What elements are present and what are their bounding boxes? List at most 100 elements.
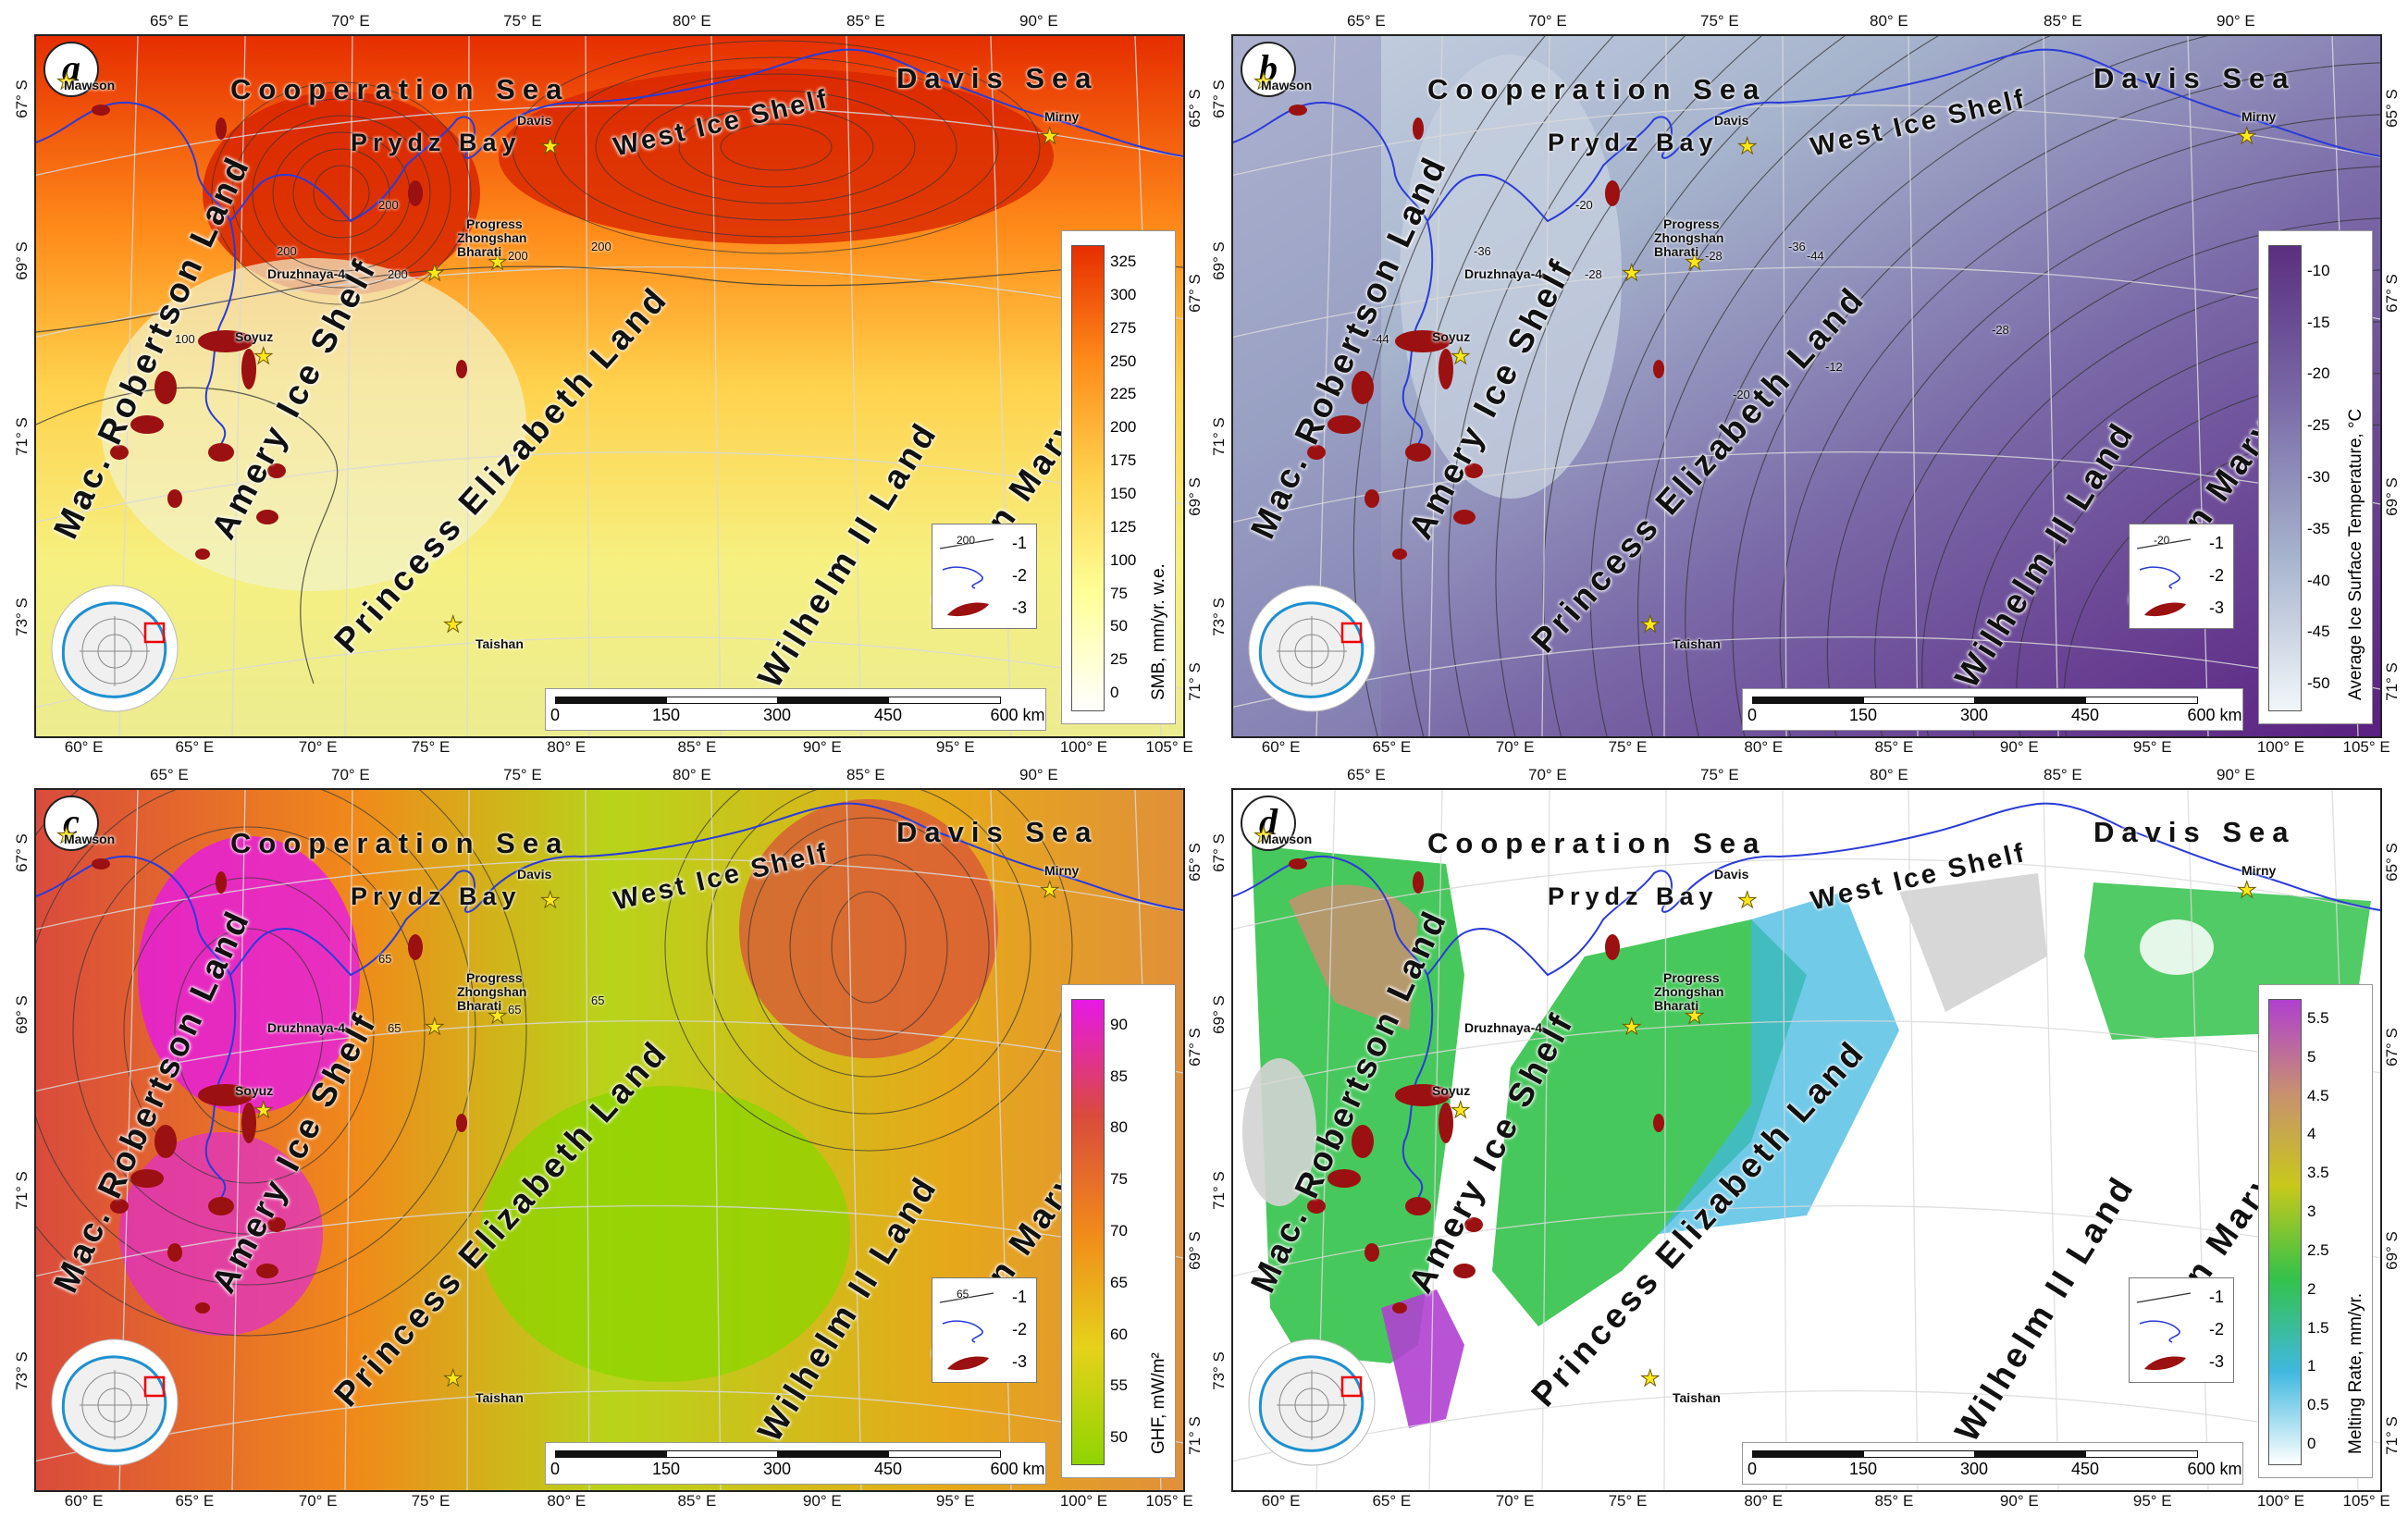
scale-bar-label: 450 bbox=[2070, 1460, 2100, 1478]
colorbar-tick-label: 225 bbox=[1110, 385, 1137, 403]
latitude-label: 71° S bbox=[1209, 1171, 1228, 1210]
cooperation-sea-label: Cooperation Sea bbox=[1427, 827, 1767, 859]
longitude-label: 75° E bbox=[411, 1492, 451, 1510]
parallel-line bbox=[1233, 635, 2380, 709]
longitude-label: 65° E bbox=[1347, 766, 1386, 783]
longitude-label: 85° E bbox=[1874, 1492, 1914, 1510]
meridian-line bbox=[846, 790, 862, 1490]
longitude-label: 100° E bbox=[2256, 1492, 2305, 1510]
rock-outcrop bbox=[130, 415, 164, 434]
longitude-label: 85° E bbox=[846, 12, 885, 30]
longitude-label: 90° E bbox=[1999, 1492, 2039, 1510]
longitude-label: 100° E bbox=[1059, 738, 1108, 756]
rock-outcrop bbox=[154, 371, 177, 404]
melting-zone-high bbox=[1289, 884, 1418, 1030]
station-label-mirny: Mirny bbox=[1044, 109, 1080, 124]
map-legend: -1 -2 -3 65 bbox=[932, 1277, 1037, 1383]
rock-outcrop bbox=[267, 463, 286, 478]
colorbar-tick-label: 4 bbox=[2307, 1125, 2316, 1143]
station-label-soyuz: Soyuz bbox=[1432, 1083, 1471, 1098]
longitude-label: 100° E bbox=[2256, 738, 2305, 756]
station-label-mirny: Mirny bbox=[2241, 109, 2277, 124]
longitude-label: 70° E bbox=[1495, 738, 1535, 756]
rock-outcrop bbox=[195, 1302, 210, 1314]
colorbar-tick-label: 90 bbox=[1110, 1015, 1128, 1033]
panel-letter: c bbox=[43, 796, 99, 851]
isotherm-line bbox=[1685, 36, 2209, 736]
colorbar-tick-label: 175 bbox=[1110, 451, 1137, 470]
antarctica-inset-map bbox=[1248, 585, 1376, 712]
longitude-label: 90° E bbox=[1019, 766, 1058, 783]
station-star-icon: ★ bbox=[1451, 1098, 1471, 1123]
scale-bar-segment bbox=[1863, 1450, 1976, 1458]
rock-outcrop bbox=[1405, 443, 1431, 462]
latitude-label: 67° S bbox=[12, 80, 31, 118]
scale-bar-label: 150 bbox=[651, 1460, 681, 1478]
colorbar-tick-label: 60 bbox=[1110, 1325, 1128, 1343]
meridian-line bbox=[846, 36, 862, 736]
rock-outcrop bbox=[154, 1125, 177, 1158]
longitude-label: 60° E bbox=[1261, 1492, 1301, 1510]
longitude-label: 65° E bbox=[1347, 12, 1386, 30]
station-star-icon: ★ bbox=[425, 261, 445, 286]
colorbar-title: Melting Rate, mm/yr. bbox=[2346, 1292, 2365, 1454]
colorbar-tick-label: 3.5 bbox=[2307, 1164, 2329, 1182]
coastline-symbol bbox=[2139, 1320, 2180, 1343]
scale-bar-label: 300 bbox=[1959, 706, 1989, 724]
coastline-symbol bbox=[2139, 566, 2180, 589]
scale-bar-label: 600 km bbox=[2187, 1460, 2242, 1478]
rock-outcrop bbox=[198, 1084, 253, 1106]
meridian-line bbox=[1428, 790, 1443, 1490]
scale-bar-segment bbox=[777, 697, 890, 704]
colorbar-tick-label: 1 bbox=[2307, 1357, 2316, 1375]
low-ghf-zone bbox=[480, 1086, 850, 1382]
longitude-label: 75° E bbox=[1608, 1492, 1648, 1510]
rock-outcrop bbox=[1395, 330, 1451, 352]
parallel-line bbox=[36, 265, 1183, 339]
latitude-label: 69° S bbox=[2382, 477, 2401, 516]
longitude-label: 60° E bbox=[64, 1492, 104, 1510]
contour-line-symbol bbox=[939, 538, 994, 549]
latitude-label: 73° S bbox=[1209, 1351, 1228, 1390]
legend-item-1: -1 bbox=[932, 528, 1036, 560]
station-label-zhongshan: Zhongshan bbox=[457, 230, 527, 245]
latitude-label: 71° S bbox=[12, 417, 31, 456]
longitude-label: 80° E bbox=[1744, 1492, 1784, 1510]
longitude-label: 70° E bbox=[331, 12, 370, 30]
station-star-icon: ★ bbox=[1685, 1004, 1705, 1029]
scale-bar-label: 0 bbox=[550, 1460, 561, 1478]
isotherm-line bbox=[1637, 36, 2051, 736]
station-star-icon: ★ bbox=[253, 1098, 274, 1123]
legend-item-2: -2 bbox=[932, 561, 1036, 592]
station-star-icon: ★ bbox=[1737, 134, 1758, 159]
map-panel-d: d Cooperation Sea Davis Sea Prydz Bay West I… bbox=[1231, 788, 2382, 1492]
meridian-line bbox=[344, 790, 353, 1490]
colorbar-tick-label: 85 bbox=[1110, 1067, 1128, 1085]
longitude-label: 80° E bbox=[1870, 766, 1908, 783]
ghf-contour bbox=[123, 877, 375, 1184]
medium-ghf-zone bbox=[739, 799, 998, 1058]
longitude-label: 85° E bbox=[846, 766, 885, 783]
smb-contour-100 bbox=[36, 387, 339, 684]
rock-outcrop-symbol bbox=[2144, 602, 2186, 617]
longitude-label: 80° E bbox=[1744, 738, 1784, 756]
rock-outcrop bbox=[241, 1103, 256, 1143]
longitude-label: 65° E bbox=[150, 12, 189, 30]
rock-outcrop bbox=[267, 1217, 286, 1232]
colorbar-gradient bbox=[1071, 999, 1105, 1465]
colorbar-tick-label: -30 bbox=[2307, 468, 2330, 486]
station-label-mirny: Mirny bbox=[1044, 863, 1080, 878]
contour-value-label: 200 bbox=[277, 244, 297, 258]
station-star-icon: ★ bbox=[1040, 878, 1060, 903]
inset-study-area-box bbox=[143, 1375, 166, 1398]
longitude-label: 95° E bbox=[935, 738, 975, 756]
legend-item-3: -3 bbox=[2130, 1347, 2233, 1378]
scale-bar-label: 450 bbox=[873, 1460, 903, 1478]
longitude-label: 80° E bbox=[673, 12, 711, 30]
rock-outcrop bbox=[216, 871, 227, 894]
ice-shelf-boundary bbox=[1402, 974, 1434, 1207]
station-star-icon: ★ bbox=[1622, 1015, 1642, 1040]
isotherm-line bbox=[1448, 36, 1686, 736]
station-star-icon: ★ bbox=[1737, 888, 1758, 913]
legend-contour-value: 200 bbox=[957, 534, 976, 547]
